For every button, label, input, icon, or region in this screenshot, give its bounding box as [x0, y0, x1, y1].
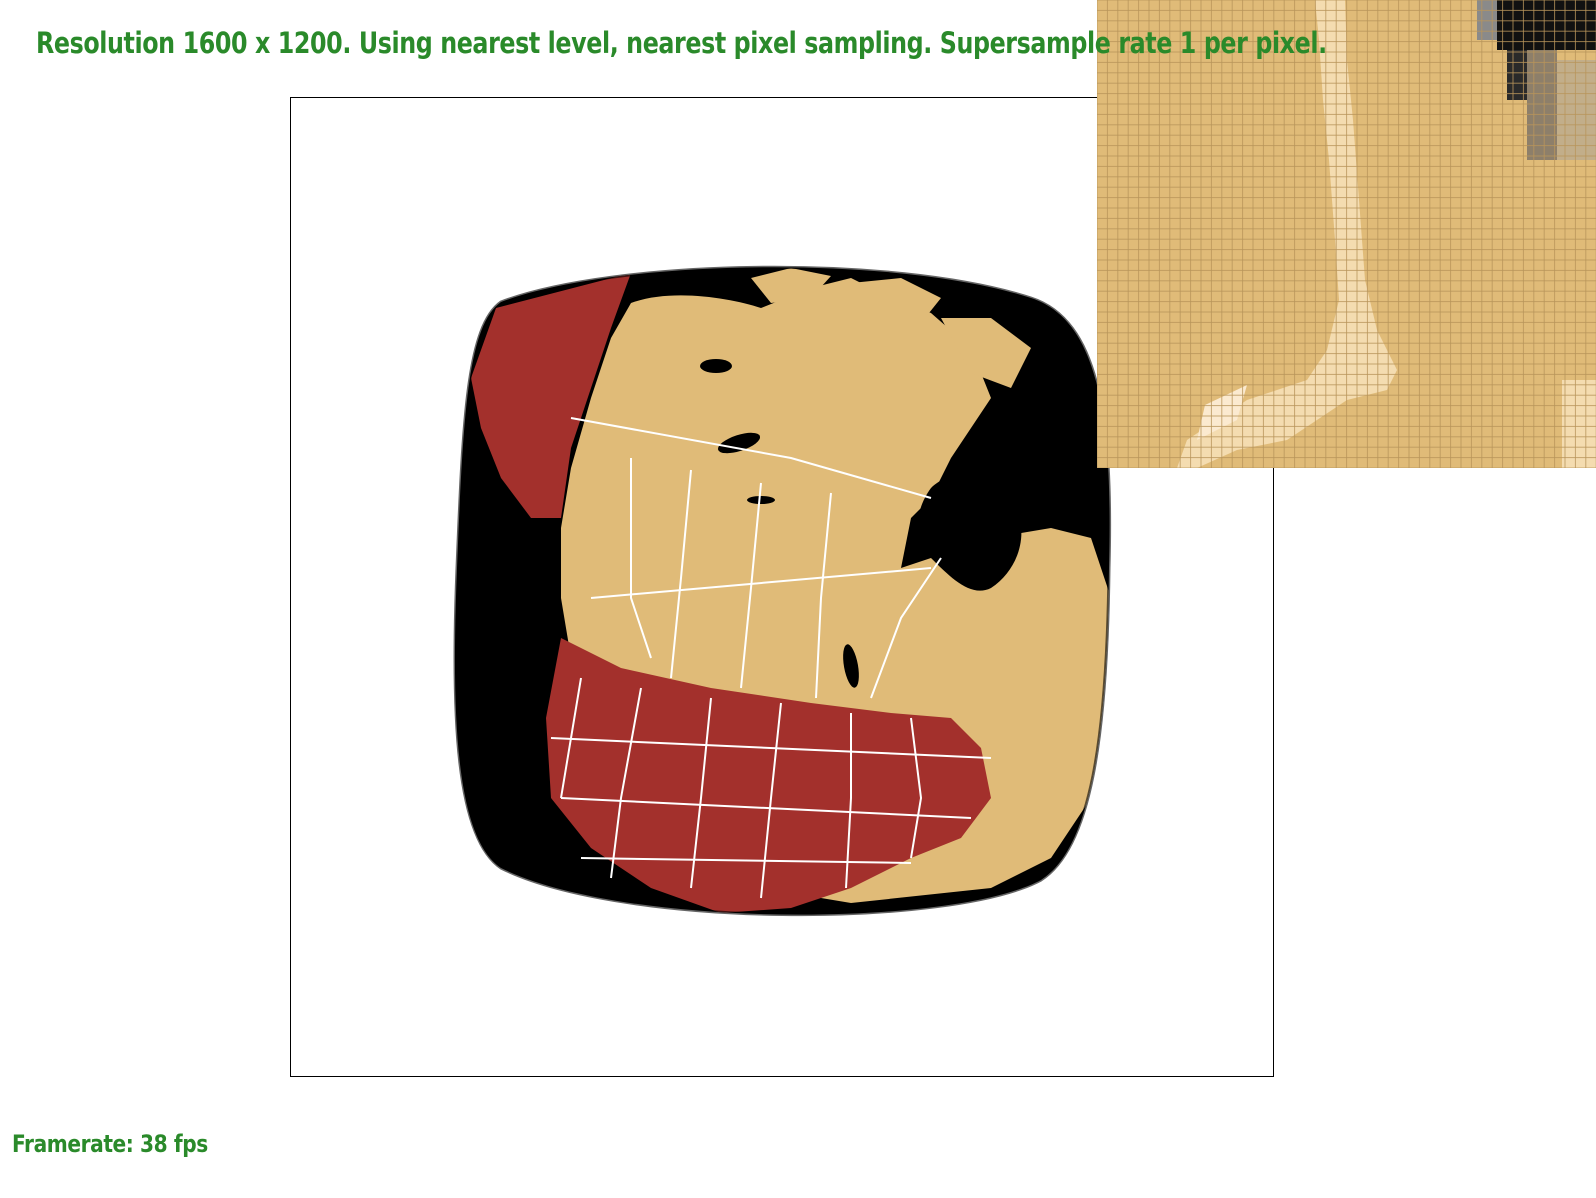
framerate-readout: Framerate: 38 fps: [12, 1130, 208, 1158]
pixel-inspector-grid-icon: [1097, 0, 1596, 468]
arctic-islands: [751, 268, 831, 303]
pixel-zoom-inset: [1097, 0, 1596, 468]
render-settings-status: Resolution 1600 x 1200. Using nearest le…: [36, 26, 1327, 60]
hudson-bay: [917, 474, 1022, 591]
warped-map-texture-icon: [453, 265, 1112, 917]
usa-region: [546, 638, 991, 913]
alaska-region: [471, 273, 631, 518]
